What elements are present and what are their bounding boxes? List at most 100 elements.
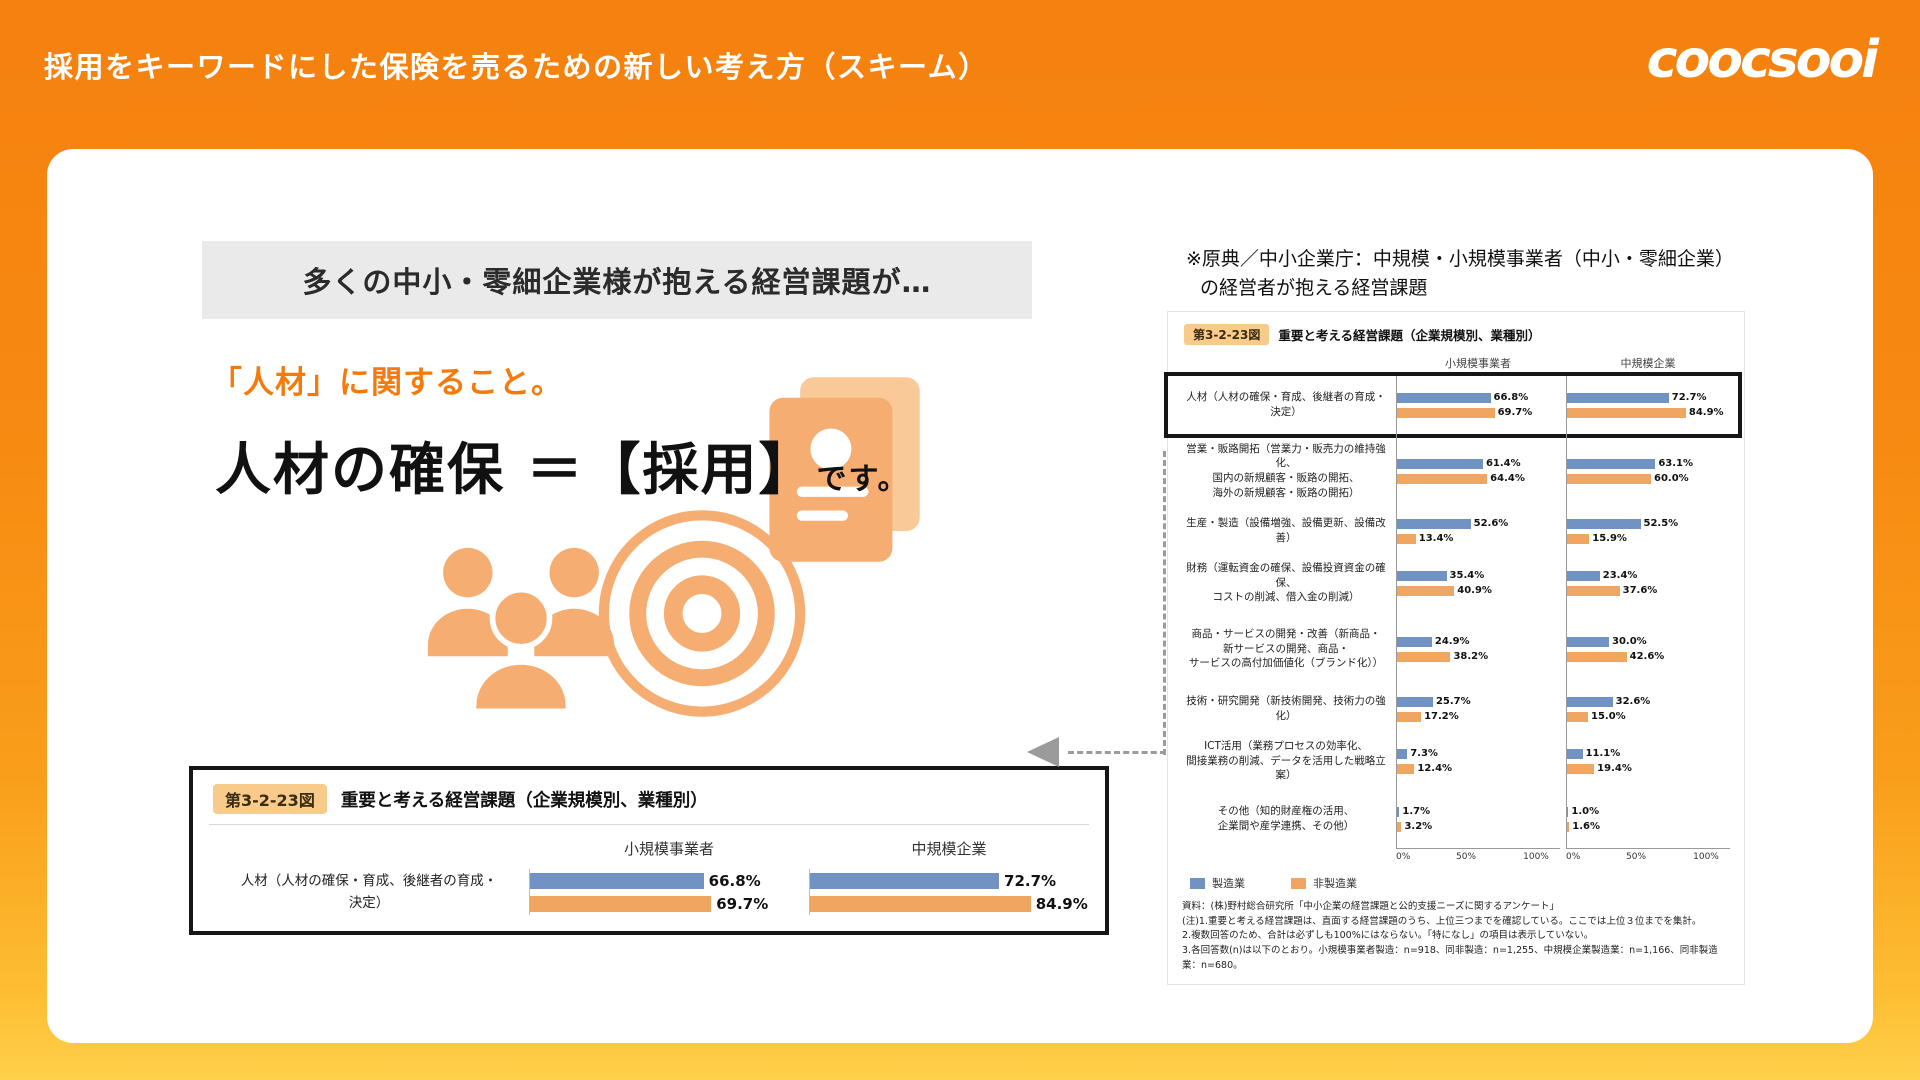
bar-value-label: 25.7% [1435,696,1471,707]
bar-value-label: 60.0% [1654,473,1689,484]
legend-item: 製造業 [1190,875,1245,891]
bar-non-manufacturing [1397,763,1415,774]
bar-non-manufacturing [1567,763,1595,774]
chart-column-headers: 小規模事業者 中規模企業 [1182,355,1730,371]
bar-non-manufacturing [1567,533,1590,544]
bar-manufacturing [1567,458,1656,469]
chart-rows: 人材（人材の確保・育成、後継者の育成・ 決定） 66.8% 69.7% 72.7% 84.… [1164,372,1742,848]
bar-value-label: 40.9% [1457,585,1492,596]
figure-number-badge: 第3-2-23図 [1184,324,1270,345]
bar-group-small-biz: 25.7% 17.2% [1396,686,1560,732]
bar-manufacturing [1397,570,1447,581]
bar-group-medium-biz: 52.5% 15.9% [1566,508,1730,554]
content-card: 多くの中小・零細企業様が抱える経営課題が… 「人材」に関すること。 人材の確保 … [47,149,1873,1043]
chart-category-label: 商品・サービスの開発・改善（新商品・ 新サービスの開発、商品・ サービスの高付加価値… [1188,627,1384,670]
target-icon [598,510,806,717]
zoomed-figure-crop: 第3-2-23図 重要と考える経営課題（企業規模別、業種別） 小規模事業者 中規… [189,766,1109,935]
bar-value-label: 19.4% [1597,763,1632,774]
highlight-text: 「人材」に関すること。 [211,365,563,401]
bar-line: 69.7% [530,892,809,915]
bar-value-label: 1.0% [1571,806,1600,817]
bar-non-manufacturing [1397,473,1488,484]
bar-line: 63.1% [1567,457,1730,470]
bar-manufacturing [1567,748,1583,759]
chart-footnote: 2.複数回答のため、合計は必ずしも100%にはならない。「特になし」の項目は表示… [1182,930,1594,942]
x-axis-tick: 50% [1625,852,1647,862]
bar-line: 52.5% [1567,517,1730,530]
bar-manufacturing [1397,518,1471,529]
chart-category-label: 生産・製造（設備増強、設備更新、設備改善） [1186,517,1386,544]
bar-line: 15.0% [1567,710,1730,723]
bar-value-label: 3.2% [1404,821,1433,832]
zoom-figure-number-badge: 第3-2-23図 [213,784,327,814]
chart-row: ICT活用（業務プロセスの効率化、 間接業務の削減、データを活用した戦略立案） 7.… [1182,732,1730,790]
bar-value-label: 15.0% [1591,711,1626,722]
x-axis-tick: 100% [1693,852,1719,862]
bar-value-label: 37.6% [1622,585,1658,596]
x-axis-tick: 50% [1455,852,1477,862]
bar-line: 19.4% [1567,762,1730,775]
x-axis-tick: 100% [1523,852,1549,862]
zoom-header: 第3-2-23図 重要と考える経営課題（企業規模別、業種別） [209,784,1089,825]
bar-line: 84.9% [1567,406,1730,419]
legend-swatch-icon [1291,877,1306,889]
bar-manufacturing [1567,636,1609,647]
page-title: 採用をキーワードにした保険を売るための新しい考え方（スキーム） [44,50,989,84]
bar-value-label: 11.1% [1585,748,1621,759]
bar-line: 66.8% [530,869,809,892]
bar-value-label: 66.8% [1493,392,1529,403]
people-icon [427,547,615,715]
bar-line: 3.2% [1397,820,1560,833]
x-axis-group: 0% 50% 100% [1396,848,1560,866]
bar-non-manufacturing [1397,533,1416,544]
bar-value-label: 66.8% [708,871,761,890]
bar-manufacturing [1567,392,1669,403]
bar-group-small-biz: 35.4% 40.9% [1396,554,1560,612]
bar-non-manufacturing [1567,407,1686,418]
x-axis-tick: 0% [1396,852,1411,862]
bar-line: 60.0% [1567,472,1730,485]
bar-line: 38.2% [1397,650,1560,663]
zoom-bar-group-small-biz: 66.8% 69.7% [529,869,809,915]
bar-group-small-biz: 52.6% 13.4% [1396,508,1560,554]
chart-title: 重要と考える経営課題（企業規模別、業種別） [1278,328,1541,343]
zoom-connector-vertical-dash [1163,451,1166,755]
bar-value-label: 72.7% [1671,392,1707,403]
bar-group-medium-biz: 23.4% 37.6% [1566,554,1730,612]
column-header-small-biz: 小規模事業者 [1445,357,1511,370]
bar-line: 69.7% [1397,406,1560,419]
bar-group-medium-biz: 72.7% 84.9% [1566,376,1730,434]
bar-non-manufacturing [1567,585,1620,596]
bar-line: 32.6% [1567,695,1730,708]
bar-line: 66.8% [1397,391,1560,404]
bar-line: 17.2% [1397,710,1560,723]
bar-value-label: 63.1% [1658,458,1694,469]
documents-icon [769,377,920,562]
bar-value-label: 72.7% [1004,871,1057,890]
bar-chart-figure: 第3-2-23図 重要と考える経営課題（企業規模別、業種別） 小規模事業者 中規… [1164,311,1745,985]
bar-value-label: 69.7% [1497,407,1533,418]
bar-line: 72.7% [1567,391,1730,404]
bar-line: 12.4% [1397,762,1560,775]
bar-value-label: 52.5% [1643,518,1679,529]
bar-manufacturing [530,872,704,889]
bar-non-manufacturing [1567,651,1627,662]
bar-manufacturing [1567,696,1613,707]
bar-non-manufacturing [1397,407,1495,418]
bar-non-manufacturing [1397,821,1402,832]
bar-manufacturing [1397,696,1433,707]
chart-header: 第3-2-23図 重要と考える経営課題（企業規模別、業種別） [1184,324,1730,345]
bar-value-label: 1.7% [1402,806,1431,817]
bar-group-medium-biz: 11.1% 19.4% [1566,732,1730,790]
chart-category-label: その他（知的財産権の活用、 企業間や産学連携、その他） [1217,805,1355,832]
bar-line: 15.9% [1567,532,1730,545]
bar-manufacturing [1397,748,1408,759]
bar-non-manufacturing [810,895,1031,912]
column-header-medium-biz: 中規模企業 [1620,357,1676,370]
bar-group-small-biz: 61.4% 64.4% [1396,434,1560,508]
bar-line: 40.9% [1397,584,1560,597]
bar-line: 1.6% [1567,820,1730,833]
zoom-chart-title: 重要と考える経営課題（企業規模別、業種別） [340,790,708,811]
zoom-connector-arrow-icon [1027,737,1059,767]
bar-non-manufacturing [1397,711,1422,722]
